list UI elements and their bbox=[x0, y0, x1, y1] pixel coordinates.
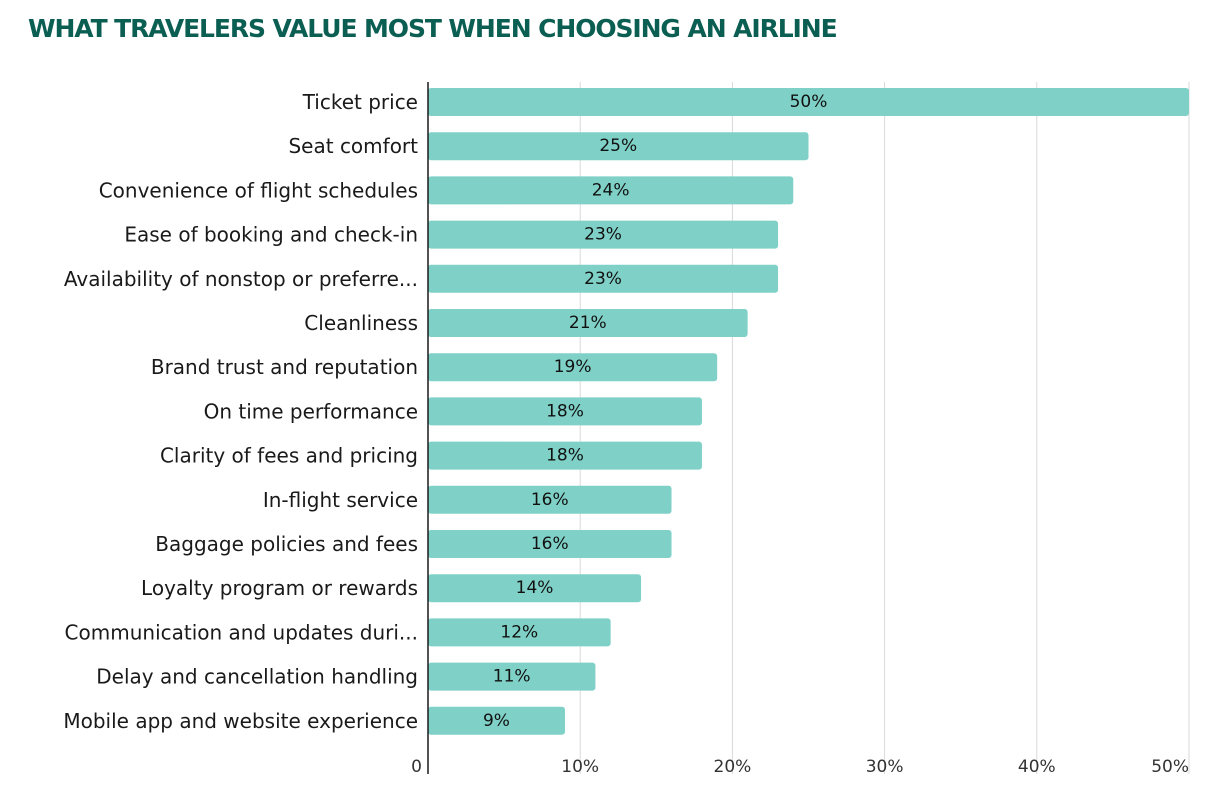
x-tick-label: 0 bbox=[411, 757, 422, 777]
bar bbox=[428, 574, 642, 603]
data-label: 11% bbox=[493, 667, 531, 687]
bar bbox=[428, 662, 596, 691]
x-tick-label: 40% bbox=[1018, 757, 1056, 777]
data-label: 24% bbox=[592, 180, 630, 200]
category-label: Seat comfort bbox=[288, 134, 418, 158]
data-label: 9% bbox=[483, 711, 510, 731]
data-label: 14% bbox=[516, 578, 554, 598]
x-tick-label: 10% bbox=[561, 757, 599, 777]
category-label: In-flight service bbox=[263, 488, 418, 512]
category-label: On time performance bbox=[204, 399, 418, 423]
data-label: 25% bbox=[599, 136, 637, 156]
value-labels: 50% 25% 24% 23% 23% 21% 19% 18% 18% 16% 16% 14% 12% 1… bbox=[483, 92, 827, 731]
data-label: 18% bbox=[546, 446, 584, 466]
data-label: 16% bbox=[531, 534, 569, 554]
category-label: Loyalty program or rewards bbox=[141, 576, 418, 600]
bar bbox=[428, 309, 748, 337]
data-label: 23% bbox=[584, 225, 622, 245]
bar bbox=[428, 264, 779, 293]
category-label: Convenience of flight schedules bbox=[99, 178, 418, 202]
category-label: Availability of nonstop or preferre... bbox=[64, 267, 418, 291]
bar bbox=[428, 132, 809, 161]
data-label: 50% bbox=[790, 92, 828, 112]
data-label: 16% bbox=[531, 490, 569, 510]
category-labels: Ticket price Seat comfort Convenience of f… bbox=[63, 90, 418, 733]
category-label: Baggage policies and fees bbox=[155, 532, 418, 556]
bar bbox=[428, 353, 718, 382]
bar bbox=[428, 441, 702, 470]
bar bbox=[428, 706, 565, 735]
data-label: 18% bbox=[546, 401, 584, 421]
data-label: 21% bbox=[569, 313, 607, 333]
x-axis-tick-labels: 0 10% 20% 30% 40% 50% bbox=[411, 757, 1189, 777]
x-tick-label: 30% bbox=[866, 757, 904, 777]
bar bbox=[428, 530, 672, 558]
bar bbox=[428, 176, 794, 205]
category-label: Communication and updates duri... bbox=[65, 620, 418, 644]
bar bbox=[428, 220, 779, 249]
chart-title: WHAT TRAVELERS VALUE MOST WHEN CHOOSING … bbox=[28, 14, 838, 43]
category-label: Delay and cancellation handling bbox=[96, 665, 418, 689]
x-tick-label: 20% bbox=[714, 757, 752, 777]
bar bbox=[428, 485, 672, 514]
category-label: Ease of booking and check-in bbox=[124, 223, 418, 247]
data-label: 12% bbox=[500, 622, 538, 642]
data-label: 23% bbox=[584, 269, 622, 289]
category-label: Cleanliness bbox=[304, 311, 418, 335]
category-label: Clarity of fees and pricing bbox=[160, 444, 418, 468]
bar bbox=[428, 88, 1189, 116]
category-label: Ticket price bbox=[302, 90, 418, 114]
category-label: Brand trust and reputation bbox=[151, 355, 418, 379]
bar bbox=[428, 397, 702, 426]
data-label: 19% bbox=[554, 357, 592, 377]
bar bbox=[428, 618, 611, 647]
bars bbox=[428, 88, 1189, 735]
category-label: Mobile app and website experience bbox=[63, 709, 418, 733]
x-tick-label: 50% bbox=[1151, 757, 1189, 777]
